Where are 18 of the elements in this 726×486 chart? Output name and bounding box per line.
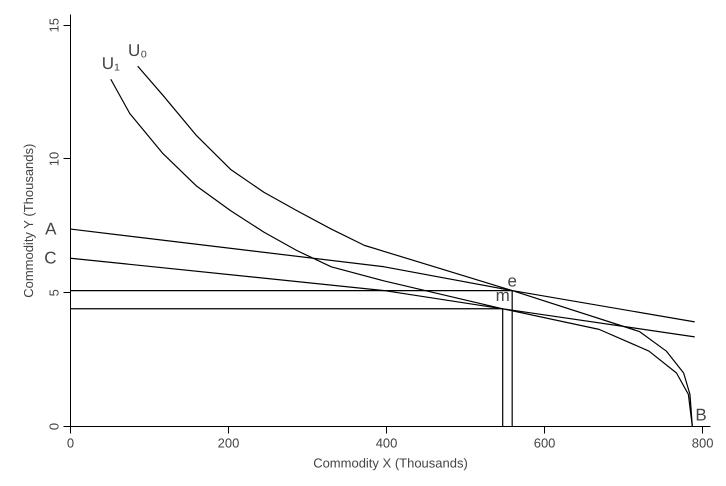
y-axis-title: Commodity Y (Thousands): [21, 144, 36, 298]
annotation: A: [45, 220, 58, 239]
series-label: U₁: [102, 54, 120, 74]
x-tick-label: 600: [534, 436, 556, 450]
x-tick-label: 400: [376, 436, 398, 450]
x-axis-title: Commodity X (Thousands): [313, 456, 468, 470]
x-tick-label: 0: [66, 436, 74, 450]
y-tick-label: 5: [46, 289, 62, 296]
annotation: m: [496, 286, 510, 305]
annotation: C: [44, 248, 57, 268]
annotation: e: [507, 272, 517, 291]
x-tick-label: 800: [692, 436, 714, 450]
y-tick-label: 15: [46, 18, 62, 32]
y-tick-label: 10: [46, 152, 62, 166]
series-label: U₀: [128, 41, 148, 60]
x-tick-label: 200: [218, 436, 240, 450]
y-tick-label: 0: [46, 422, 62, 430]
annotation: B: [695, 406, 707, 424]
